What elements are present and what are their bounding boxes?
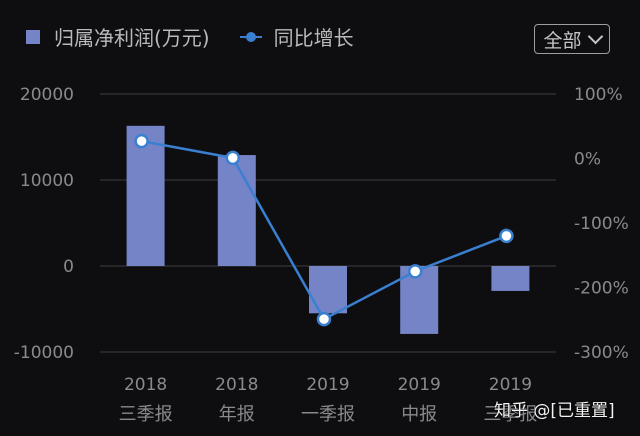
y-left-tick-label: 0: [63, 257, 74, 277]
line-series: [134, 133, 514, 327]
growth-point-2[interactable]: [225, 150, 241, 166]
y-left-tick-label: 20000: [20, 85, 74, 105]
growth-point-5[interactable]: [499, 228, 514, 244]
x-tick-year: 2019: [398, 375, 441, 395]
growth-point-3[interactable]: [316, 311, 332, 327]
x-tick-year: 2018: [215, 375, 258, 395]
x-tick-period: 三季报: [119, 404, 173, 425]
axis-labels: -10000 0 10000 20000 -300% -200% -100% 0% 100% 20…: [14, 85, 629, 425]
legend-label-growth: 同比增长: [273, 26, 354, 50]
bar-profit-2[interactable]: [217, 155, 256, 266]
legend-label-profit: 归属净利润(万元): [54, 26, 210, 50]
y-right-tick-label: -300%: [574, 343, 629, 363]
y-left-tick-label: -10000: [14, 343, 74, 363]
x-tick-year: 2019: [306, 375, 349, 395]
filter-label: 全部: [543, 29, 582, 52]
growth-point-1[interactable]: [134, 133, 149, 149]
y-right-tick-label: -200%: [574, 279, 629, 299]
bar-series: [126, 125, 530, 334]
x-tick-period: 中报: [401, 404, 437, 425]
bar-swatch-icon: [26, 29, 40, 44]
x-tick-period: 一季报: [301, 404, 355, 425]
x-tick-year: 2018: [124, 375, 167, 395]
growth-point-4[interactable]: [407, 264, 423, 279]
y-right-tick-label: -100%: [574, 214, 629, 234]
watermark: 知乎 @[已重置]: [494, 401, 615, 421]
x-tick-year: 2019: [489, 375, 532, 395]
legend-item-profit[interactable]: 归属净利润(万元): [26, 22, 210, 51]
line-marker-icon: [239, 30, 262, 44]
bar-profit-1[interactable]: [126, 125, 165, 266]
bar-profit-5[interactable]: [491, 266, 530, 291]
x-tick-period: 三季报: [483, 404, 537, 425]
y-right-tick-label: 100%: [574, 85, 623, 105]
bar-profit-3[interactable]: [309, 266, 347, 314]
legend-item-growth[interactable]: 同比增长: [239, 22, 354, 51]
chart-legend: 归属净利润(万元) 同比增长: [26, 22, 384, 51]
y-right-tick-label: 0%: [574, 150, 601, 170]
x-tick-period: 年报: [219, 404, 255, 425]
y-left-tick-label: 10000: [20, 171, 74, 191]
period-filter-dropdown[interactable]: 全部: [534, 24, 610, 54]
